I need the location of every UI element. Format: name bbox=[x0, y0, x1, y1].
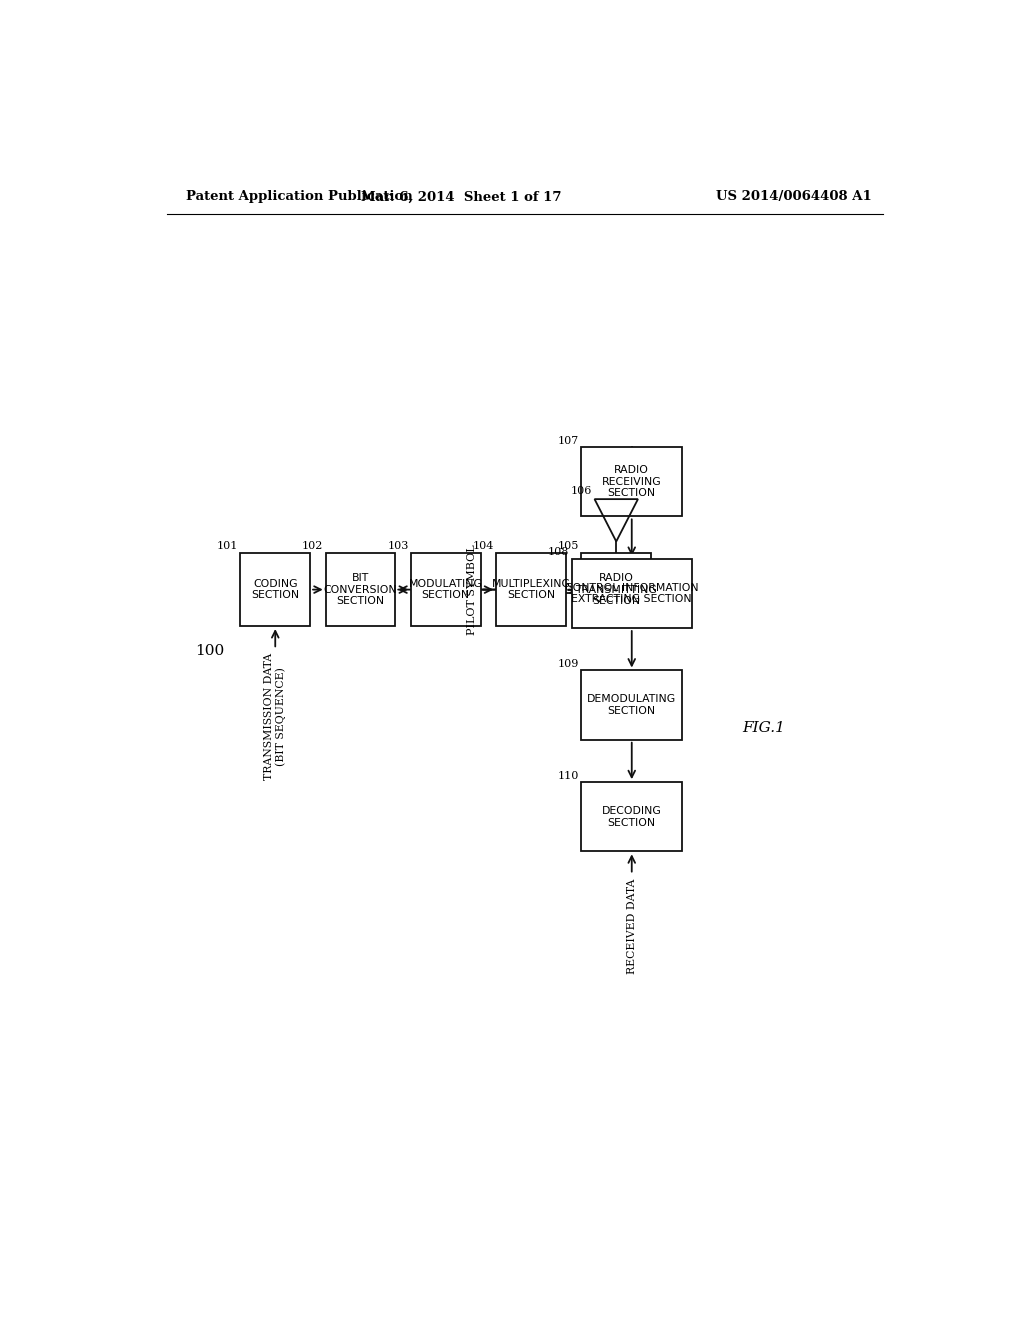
Text: US 2014/0064408 A1: US 2014/0064408 A1 bbox=[716, 190, 872, 203]
Text: RECEIVED DATA: RECEIVED DATA bbox=[627, 878, 637, 974]
Text: CODING
SECTION: CODING SECTION bbox=[251, 578, 299, 601]
Bar bbox=[582, 553, 651, 626]
Text: 110: 110 bbox=[558, 771, 579, 780]
Text: 107: 107 bbox=[558, 436, 579, 446]
Text: DEMODULATING
SECTION: DEMODULATING SECTION bbox=[587, 694, 676, 715]
Bar bbox=[582, 671, 682, 739]
Bar bbox=[571, 558, 692, 628]
Bar bbox=[582, 447, 682, 516]
Text: DECODING
SECTION: DECODING SECTION bbox=[602, 807, 662, 828]
Text: 108: 108 bbox=[548, 548, 569, 557]
Text: 106: 106 bbox=[570, 486, 592, 496]
Bar bbox=[326, 553, 395, 626]
Text: MULTIPLEXING
SECTION: MULTIPLEXING SECTION bbox=[492, 578, 570, 601]
Bar bbox=[496, 553, 566, 626]
Text: Patent Application Publication: Patent Application Publication bbox=[186, 190, 413, 203]
Text: RADIO
RECEIVING
SECTION: RADIO RECEIVING SECTION bbox=[602, 465, 662, 499]
Text: 105: 105 bbox=[558, 541, 579, 552]
Text: 109: 109 bbox=[558, 659, 579, 669]
Bar bbox=[582, 781, 682, 851]
Text: RADIO
TRANSMITTING
SECTION: RADIO TRANSMITTING SECTION bbox=[575, 573, 657, 606]
Text: Mar. 6, 2014  Sheet 1 of 17: Mar. 6, 2014 Sheet 1 of 17 bbox=[361, 190, 561, 203]
Text: CONTROL INFORMATION
EXTRACTING SECTION: CONTROL INFORMATION EXTRACTING SECTION bbox=[565, 582, 698, 605]
Text: 100: 100 bbox=[195, 644, 224, 659]
Bar bbox=[411, 553, 480, 626]
Text: 101: 101 bbox=[217, 541, 238, 552]
Text: PILOT SYMBOL: PILOT SYMBOL bbox=[467, 544, 477, 635]
Text: 102: 102 bbox=[302, 541, 324, 552]
Text: MODULATING
SECTION: MODULATING SECTION bbox=[409, 578, 482, 601]
Text: 103: 103 bbox=[387, 541, 409, 552]
Text: TRANSMISSION DATA
(BIT SEQUENCE): TRANSMISSION DATA (BIT SEQUENCE) bbox=[264, 653, 287, 780]
Text: BIT
CONVERSION
SECTION: BIT CONVERSION SECTION bbox=[324, 573, 397, 606]
Text: 104: 104 bbox=[472, 541, 494, 552]
Bar bbox=[241, 553, 310, 626]
Text: FIG.1: FIG.1 bbox=[742, 721, 785, 735]
